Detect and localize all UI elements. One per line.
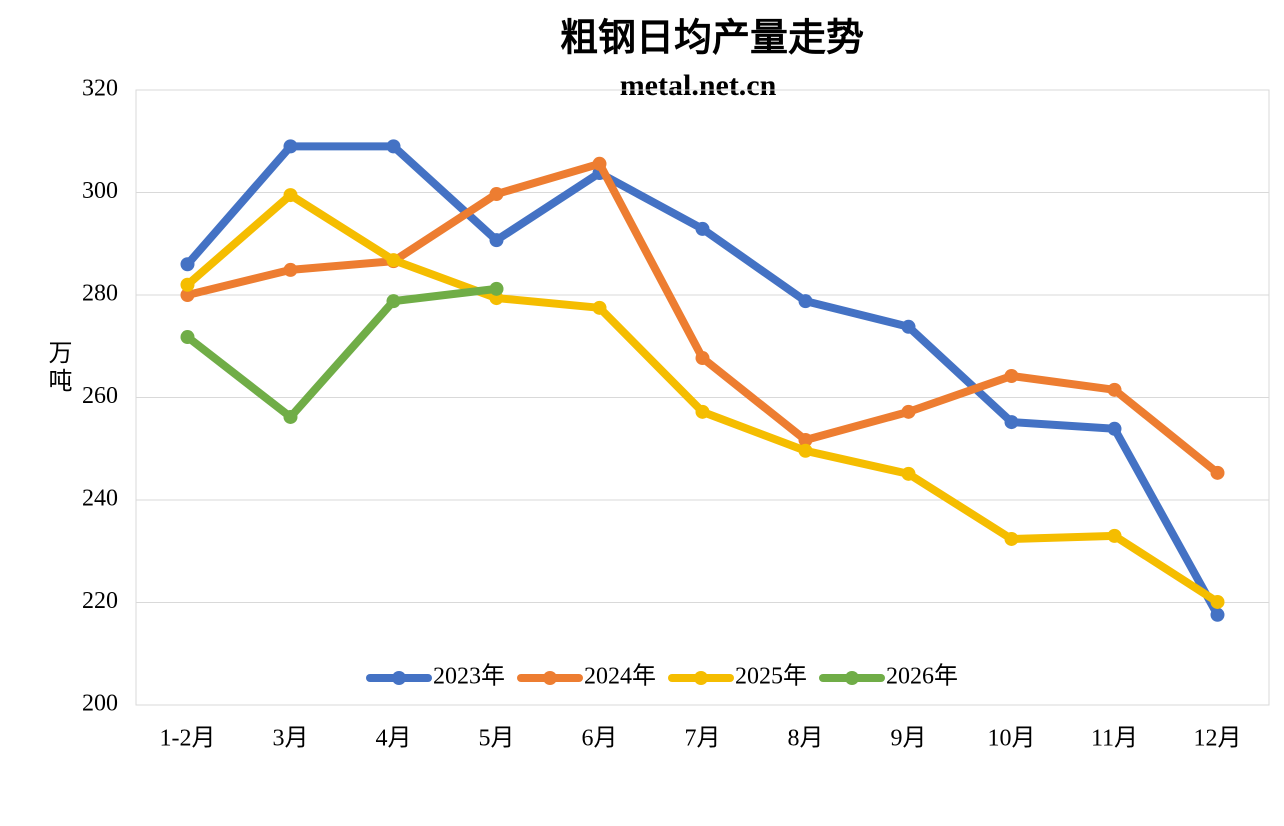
point [180, 257, 195, 272]
point [1107, 382, 1122, 397]
point [695, 404, 710, 419]
point [180, 277, 195, 292]
y-tick-label: 220 [82, 588, 118, 614]
point [386, 139, 401, 154]
point [695, 351, 710, 366]
x-tick-label: 12月 [1194, 726, 1242, 752]
point [386, 294, 401, 309]
point [695, 221, 710, 236]
point [489, 233, 504, 248]
point [1210, 594, 1225, 609]
x-tick-label: 6月 [582, 726, 618, 752]
point [180, 330, 195, 345]
point [1210, 465, 1225, 480]
x-tick-label: 10月 [988, 726, 1036, 752]
point [1004, 368, 1019, 383]
y-axis-label: 万吨 [44, 340, 70, 396]
y-tick-label: 240 [82, 486, 118, 512]
point [386, 253, 401, 268]
point [798, 443, 813, 458]
legend-label: 2024年 [584, 663, 656, 690]
legend-marker [392, 671, 406, 685]
chart-subtitle: metal.net.cn [620, 69, 777, 102]
x-tick-label: 9月 [891, 726, 927, 752]
point [283, 188, 298, 203]
point [1107, 528, 1122, 543]
x-tick-label: 4月 [376, 726, 412, 752]
x-tick-label: 11月 [1091, 726, 1138, 752]
x-tick-label: 1-2月 [160, 726, 216, 752]
y-tick-label: 260 [82, 383, 118, 409]
point [798, 294, 813, 309]
point [901, 466, 916, 481]
point [283, 139, 298, 154]
y-tick-label: 300 [82, 178, 118, 204]
point [798, 433, 813, 448]
point [180, 288, 195, 302]
y-tick-label: 320 [82, 76, 118, 102]
legend-marker [694, 671, 708, 685]
legend-marker [543, 671, 557, 685]
point [1004, 531, 1019, 546]
point [283, 262, 298, 277]
point [1107, 421, 1122, 436]
legend-label: 2025年 [735, 663, 807, 690]
x-tick-label: 7月 [685, 726, 721, 752]
legend-label: 2023年 [433, 663, 505, 690]
legend-label: 2026年 [886, 663, 958, 690]
point [489, 187, 504, 202]
x-tick-label: 8月 [788, 726, 824, 752]
point [1210, 607, 1225, 622]
legend-marker [845, 671, 859, 685]
point [1004, 415, 1019, 430]
point [901, 404, 916, 419]
y-tick-label: 280 [82, 281, 118, 307]
x-tick-label: 5月 [479, 726, 515, 752]
point [592, 300, 607, 315]
x-tick-label: 3月 [273, 726, 309, 752]
y-tick-label: 200 [82, 691, 118, 717]
series-line [183, 284, 501, 421]
point [592, 156, 607, 171]
point [901, 319, 916, 334]
series-line [183, 191, 1222, 606]
point [489, 281, 504, 296]
point [283, 409, 298, 424]
chart-title: 粗钢日均产量走势 [560, 18, 864, 60]
